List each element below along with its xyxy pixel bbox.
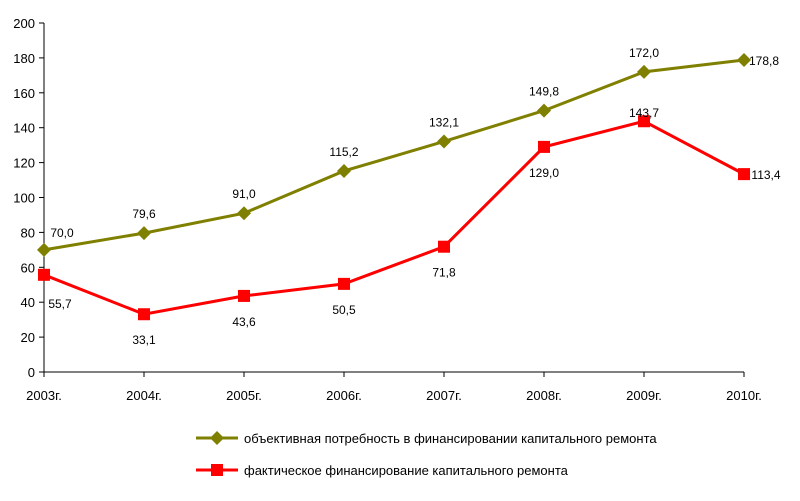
- data-point: [37, 242, 51, 257]
- data-label: 55,7: [48, 297, 72, 311]
- data-label: 91,0: [232, 187, 256, 201]
- data-point: [237, 206, 251, 221]
- y-ticks: 0 20 40 60 80 100 120 140 160 180 200: [13, 16, 44, 380]
- data-point: [137, 226, 151, 241]
- y-tick-label: 80: [21, 225, 35, 240]
- data-label: 113,4: [751, 168, 780, 182]
- legend-label-actual: фактическое финансирование капитального …: [244, 462, 568, 478]
- series-line: [43, 58, 745, 252]
- y-tick-label: 140: [13, 121, 35, 136]
- legend-item-actual: фактическое финансирование капитального …: [196, 460, 657, 480]
- data-point: [138, 308, 150, 321]
- y-tick-label: 120: [13, 156, 35, 171]
- y-tick-label: 180: [13, 51, 35, 66]
- x-tick-label: 2003г.: [26, 388, 62, 403]
- x-tick-label: 2004г.: [126, 388, 162, 403]
- x-tick-label: 2006г.: [326, 388, 362, 403]
- data-point: [637, 64, 651, 79]
- legend-label-need: объективная потребность в финансировании…: [244, 430, 657, 446]
- data-label: 149,8: [529, 85, 559, 99]
- series-line: [43, 119, 745, 316]
- data-label: 71,8: [432, 266, 456, 280]
- data-point: [337, 163, 351, 178]
- data-point: [538, 140, 550, 153]
- data-point: [638, 115, 650, 128]
- data-point: [38, 268, 50, 281]
- x-tick-label: 2009г.: [626, 388, 662, 403]
- data-label: 178,8: [749, 54, 779, 68]
- y-tick-label: 100: [13, 191, 35, 206]
- data-label: 70,0: [50, 226, 74, 240]
- data-label: 132,1: [429, 115, 459, 129]
- x-ticks: 2003г. 2004г. 2005г. 2006г. 2007г. 2008г. 2009…: [26, 372, 762, 403]
- x-tick-label: 2008г.: [526, 388, 562, 403]
- data-label: 50,5: [332, 303, 356, 317]
- x-tick-label: 2007г.: [426, 388, 462, 403]
- data-label: 172,0: [629, 46, 659, 60]
- x-tick-label: 2005г.: [226, 388, 262, 403]
- y-tick-label: 160: [13, 86, 35, 101]
- y-tick-label: 40: [21, 295, 35, 310]
- y-tick-label: 20: [21, 330, 35, 345]
- legend-swatch-diamond-icon: [196, 431, 238, 445]
- legend-item-need: объективная потребность в финансировании…: [196, 428, 657, 448]
- x-tick-label: 2010г.: [726, 388, 762, 403]
- data-label: 79,6: [132, 207, 156, 221]
- data-label: 115,2: [329, 145, 358, 159]
- y-tick-label: 0: [28, 365, 35, 380]
- legend-swatch-square-icon: [196, 464, 238, 476]
- data-point: [737, 52, 751, 67]
- y-tick-label: 60: [21, 260, 35, 275]
- data-point: [437, 134, 451, 149]
- data-label: 43,6: [232, 315, 256, 329]
- data-point: [238, 289, 250, 302]
- data-point: [438, 240, 450, 253]
- data-label: 143,7: [629, 106, 659, 120]
- data-point: [738, 168, 750, 181]
- data-label: 33,1: [132, 333, 156, 347]
- data-point: [338, 277, 350, 290]
- data-point: [537, 103, 551, 118]
- data-label: 129,0: [529, 166, 559, 180]
- series-group: 70,0 79,6 91,0 115,2 132,1 149,8 172,0 178,8 55,…: [37, 46, 781, 347]
- legend: объективная потребность в финансировании…: [196, 428, 657, 492]
- y-tick-label: 200: [13, 16, 35, 31]
